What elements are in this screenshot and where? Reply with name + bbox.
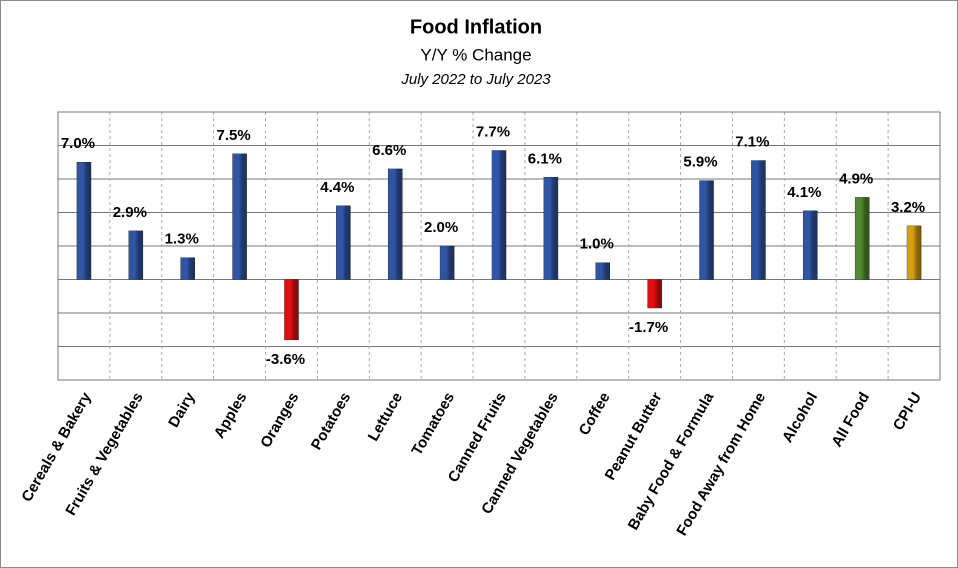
- value-label: 2.9%: [113, 204, 147, 221]
- value-label: -1.7%: [629, 319, 668, 336]
- bar-shade: [751, 160, 766, 280]
- bar-shade: [232, 153, 247, 280]
- value-label: 7.5%: [216, 127, 250, 144]
- bar-shade: [440, 246, 455, 280]
- value-label: 4.1%: [787, 184, 821, 201]
- bar-shade: [388, 168, 403, 280]
- plot-border: [57, 111, 941, 381]
- bar-shade: [907, 225, 922, 280]
- bar-shade: [336, 205, 351, 280]
- value-label: 5.9%: [683, 154, 717, 171]
- value-label: 6.1%: [528, 150, 562, 167]
- value-label: 7.7%: [476, 123, 510, 140]
- value-label: 1.3%: [165, 231, 199, 248]
- value-label: 2.0%: [424, 219, 458, 236]
- value-label: -3.6%: [266, 351, 305, 368]
- bar-shade: [647, 279, 662, 308]
- bar-shade: [284, 279, 299, 340]
- value-label: 6.6%: [372, 142, 406, 159]
- bar-shade: [803, 210, 818, 280]
- bar-shade: [492, 150, 506, 280]
- bar-shade: [855, 197, 870, 280]
- bar-shade: [76, 162, 91, 280]
- value-label: 4.9%: [839, 170, 873, 187]
- bar-shade: [699, 180, 714, 280]
- value-label: 7.1%: [735, 134, 769, 151]
- value-label: 1.0%: [580, 236, 614, 253]
- bar-shade: [543, 177, 558, 280]
- bar-shade: [128, 230, 143, 280]
- bar-shade: [595, 262, 610, 280]
- chart-subtitle: Y/Y % Change: [420, 45, 531, 64]
- bar-shade: [180, 257, 195, 280]
- value-label: 7.0%: [61, 135, 95, 152]
- value-label: 3.2%: [891, 199, 925, 216]
- chart-period: July 2022 to July 2023: [400, 71, 551, 88]
- value-label: 4.4%: [320, 179, 354, 196]
- chart-title: Food Inflation: [410, 16, 542, 38]
